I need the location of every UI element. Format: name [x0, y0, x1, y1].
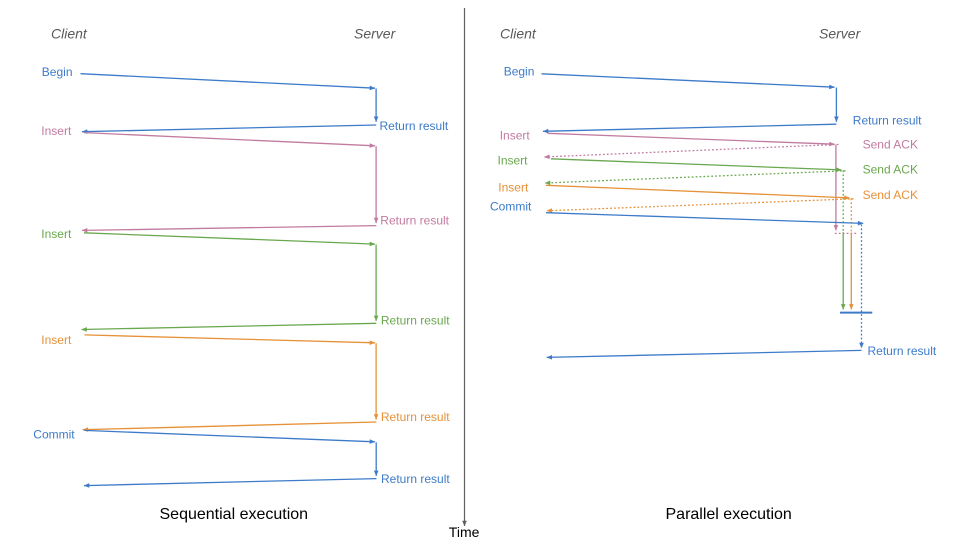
svg-text:Time: Time [449, 524, 480, 540]
svg-text:Return result: Return result [380, 119, 449, 133]
svg-text:Return result: Return result [380, 214, 449, 228]
svg-text:Send ACK: Send ACK [863, 163, 918, 177]
svg-text:Return result: Return result [853, 113, 922, 127]
svg-text:Return result: Return result [381, 410, 450, 424]
svg-text:Insert: Insert [41, 227, 72, 241]
svg-text:Begin: Begin [504, 64, 535, 78]
svg-text:Insert: Insert [41, 333, 72, 347]
svg-text:Commit: Commit [490, 200, 532, 214]
svg-text:Return result: Return result [381, 472, 450, 486]
svg-text:Return result: Return result [381, 313, 450, 327]
svg-text:Insert: Insert [498, 154, 529, 168]
svg-text:Begin: Begin [42, 65, 73, 79]
svg-text:Sequential execution: Sequential execution [160, 506, 309, 523]
svg-text:Server: Server [819, 26, 862, 42]
svg-text:Server: Server [354, 26, 397, 42]
svg-text:Client: Client [51, 26, 88, 42]
svg-text:Insert: Insert [498, 181, 529, 195]
svg-text:Insert: Insert [500, 128, 531, 142]
svg-text:Send ACK: Send ACK [863, 188, 918, 202]
svg-text:Return result: Return result [868, 344, 937, 358]
svg-text:Client: Client [500, 26, 537, 42]
svg-text:Parallel execution: Parallel execution [666, 506, 792, 523]
svg-text:Insert: Insert [41, 124, 72, 138]
svg-text:Send ACK: Send ACK [863, 138, 918, 152]
svg-text:Commit: Commit [33, 427, 75, 441]
